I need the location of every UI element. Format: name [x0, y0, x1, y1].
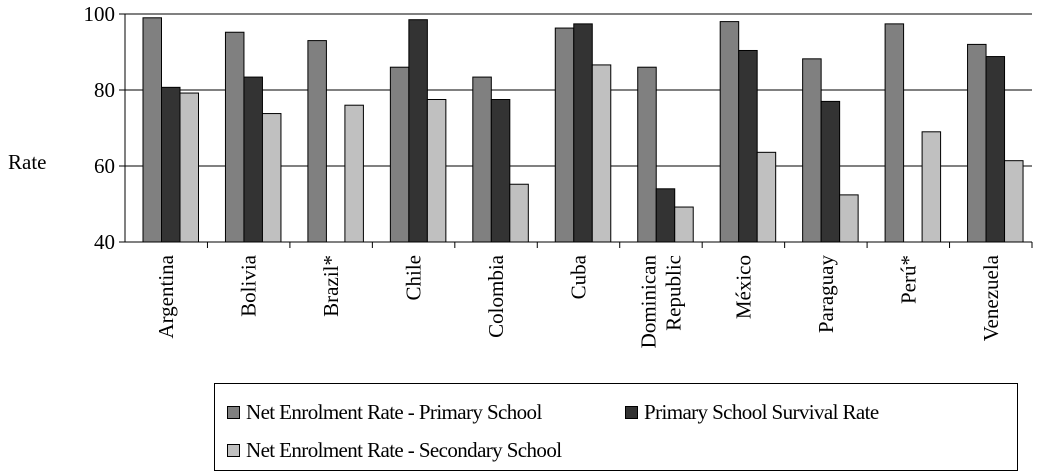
legend-label: Net Enrolment Rate - Secondary School	[246, 438, 562, 462]
bar	[756, 151, 777, 243]
bar	[591, 64, 612, 243]
axes	[119, 13, 1033, 248]
legend-swatch	[227, 444, 240, 457]
legend-item-secondary-enrolment: Net Enrolment Rate - Secondary School	[227, 438, 562, 463]
bar	[802, 58, 822, 243]
bar	[179, 92, 199, 243]
bar	[490, 99, 511, 243]
x-tick-label: Brazil*	[319, 255, 343, 317]
bar	[1004, 160, 1024, 243]
bar	[719, 21, 740, 243]
legend-item-survival-rate: Primary School Survival Rate	[625, 400, 879, 425]
y-tick-label: 100	[84, 2, 116, 26]
x-tick-label: Chile	[402, 255, 426, 301]
x-tick-label: Venezuela	[979, 254, 1003, 341]
x-tick-label: Republic	[661, 255, 685, 331]
bar	[967, 43, 987, 243]
bar	[307, 40, 327, 243]
bar	[985, 56, 1006, 243]
x-tick-label: Colombia	[484, 254, 508, 338]
bar	[472, 76, 492, 243]
x-tick-label: Perú*	[896, 255, 920, 304]
x-tick-label: Dominican	[636, 255, 660, 349]
x-tick-label: Bolivia	[237, 254, 261, 317]
bars	[142, 17, 1024, 243]
bar	[408, 19, 428, 243]
bar	[921, 131, 942, 243]
legend: Net Enrolment Rate - Primary School Prim…	[214, 383, 1018, 471]
x-tick-label: Argentina	[154, 254, 178, 338]
bar	[655, 188, 676, 243]
bar	[839, 194, 859, 243]
bar	[554, 27, 575, 243]
bar	[820, 100, 841, 243]
legend-label: Primary School Survival Rate	[644, 400, 879, 424]
y-tick-label: 80	[94, 78, 115, 102]
y-tick-label: 40	[94, 230, 115, 254]
bar	[674, 206, 694, 243]
bar	[142, 17, 162, 243]
bar	[738, 49, 758, 243]
legend-item-primary-enrolment: Net Enrolment Rate - Primary School	[227, 400, 542, 425]
bar	[161, 86, 181, 243]
legend-swatch	[625, 406, 638, 419]
x-tick-label: México	[731, 255, 755, 319]
bar	[426, 99, 447, 243]
y-tick-labels: 40 60 80 100	[84, 2, 116, 254]
bar	[224, 31, 245, 243]
x-tick-label: Paraguay	[814, 255, 838, 334]
x-tick-labels: Argentina Bolivia Brazil* Chile Colombia Cuba…	[154, 254, 1003, 348]
bar	[509, 183, 529, 243]
bar-chart: 40 60 80 100 Argentina Bolivia Brazil* Chile Co…	[8, 2, 1033, 348]
x-tick-label: Cuba	[567, 254, 591, 299]
y-tick-label: 60	[94, 154, 115, 178]
bar	[637, 66, 657, 243]
legend-swatch	[227, 406, 240, 419]
bar	[243, 76, 263, 243]
bar	[884, 23, 905, 243]
bar	[389, 66, 410, 243]
bar	[344, 104, 364, 243]
legend-label: Net Enrolment Rate - Primary School	[246, 400, 542, 424]
y-axis-label: Rate	[8, 150, 46, 174]
bar	[573, 23, 593, 243]
bar	[261, 113, 282, 243]
